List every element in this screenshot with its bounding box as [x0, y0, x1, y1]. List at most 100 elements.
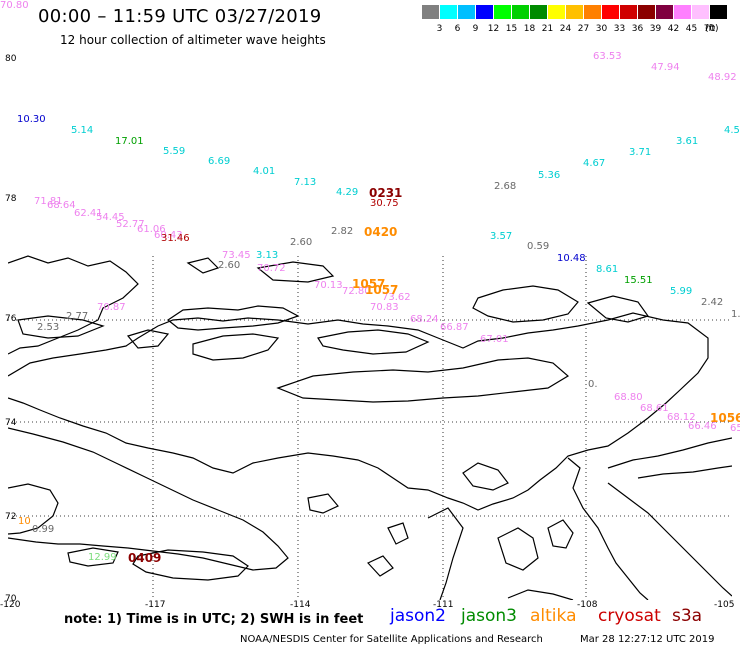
scale-swatch: [422, 5, 439, 19]
legend-jason3: jason3: [461, 606, 517, 626]
map-frame: [8, 58, 732, 600]
legend-cryosat: cryosat: [598, 606, 661, 626]
scale-label: 9: [472, 24, 479, 34]
wave-height-label: 10.48: [557, 253, 586, 264]
scale-swatch: [476, 5, 493, 19]
wave-height-label: 52.77: [116, 219, 145, 230]
wave-height-label: 68.80: [614, 392, 643, 403]
wave-height-label: 68.64: [47, 200, 76, 211]
wave-height-label: 5.99: [670, 286, 693, 297]
legend-jason2: jason2: [390, 606, 446, 626]
scale-swatch: [440, 5, 457, 19]
scale-label: 24: [559, 24, 572, 34]
wave-height-label: 62.41: [74, 208, 103, 219]
lat-label: 74: [5, 418, 17, 428]
lat-label: 70: [5, 594, 17, 604]
wave-height-label: 4.01: [253, 166, 276, 177]
wave-height-label: 10.30: [17, 114, 46, 125]
wave-height-label: 4.5: [724, 125, 740, 136]
wave-height-label: 15.51: [624, 275, 653, 286]
wave-height-label: 5.59: [163, 146, 186, 157]
wave-height-label: 8.61: [596, 264, 619, 275]
scale-swatch: [656, 5, 673, 19]
wave-height-label: 0.99: [32, 524, 55, 535]
wave-height-label: 72.80: [342, 286, 371, 297]
wave-height-label: 54.45: [96, 212, 125, 223]
lon-label: -120: [0, 600, 21, 610]
wave-height-label: 30.75: [370, 198, 399, 209]
lon-label: -111: [433, 600, 454, 610]
scale-label: 45: [685, 24, 698, 34]
wave-height-label: 4.67: [583, 158, 606, 169]
map-subtitle: 12 hour collection of altimeter wave hei…: [60, 33, 326, 47]
wave-height-label: 6.69: [208, 156, 231, 167]
scale-label: 3: [436, 24, 443, 34]
footer-note: note: 1) Time is in UTC; 2) SWH is in fe…: [64, 612, 364, 627]
wave-height-label: 68.12: [667, 412, 696, 423]
scale-label: 15: [505, 24, 518, 34]
wave-height-label: 5.36: [538, 170, 561, 181]
wave-height-label: 60.43: [154, 230, 183, 241]
credit-line: NOAA/NESDIS Center for Satellite Applica…: [240, 634, 543, 645]
wave-height-label: 2.77: [66, 311, 89, 322]
scale-label: 39: [649, 24, 662, 34]
scale-swatch: [584, 5, 601, 19]
pass-time-label: 1057: [365, 283, 399, 297]
wave-height-label: 1.26: [731, 309, 740, 320]
wave-height-label: 7.13: [294, 177, 317, 188]
wave-height-label: 63.53: [593, 51, 622, 62]
scale-label: 33: [613, 24, 626, 34]
lat-label: 76: [5, 314, 17, 324]
pass-time-label: 1057: [352, 277, 386, 291]
graticule: [8, 256, 732, 600]
wave-height-label: 17.01: [115, 136, 144, 147]
legend-s3a: s3a: [672, 606, 703, 626]
wave-height-label: 47.94: [651, 62, 680, 73]
wave-height-label: 5.14: [71, 125, 94, 136]
lon-label: -114: [290, 600, 311, 610]
wave-height-label: 65.38: [730, 423, 740, 434]
wave-height-label: 3.71: [629, 147, 652, 158]
wave-height-label: 70.72: [257, 263, 286, 274]
scale-label: 70: [703, 24, 716, 34]
map-canvas: [8, 58, 732, 600]
scale-label: 21: [541, 24, 554, 34]
legend-altika: altika: [530, 606, 577, 626]
wave-height-label: 2.60: [290, 237, 313, 248]
wave-height-label: 2.82: [331, 226, 354, 237]
wave-height-label: 31.46: [161, 233, 190, 244]
wave-height-label: 0.59: [527, 241, 550, 252]
wave-height-label: 2.53: [37, 322, 60, 333]
wave-height-label: 2.68: [494, 181, 517, 192]
scale-label: 36: [631, 24, 644, 34]
scale-unit: (ft): [705, 24, 719, 34]
lat-label: 72: [5, 512, 17, 522]
wave-height-label: 68.24: [410, 314, 439, 325]
wave-height-label: 66.87: [440, 322, 469, 333]
lon-label: -117: [145, 600, 166, 610]
wave-height-label: 70.13: [314, 280, 343, 291]
pass-time-label: 1056: [710, 411, 740, 425]
pass-time-label: 0231: [369, 186, 403, 200]
wave-height-label: 66.46: [688, 421, 717, 432]
wave-height-label: 3.13: [256, 250, 279, 261]
scale-swatch: [458, 5, 475, 19]
wave-height-label: 4.29: [336, 187, 359, 198]
map-title: 00:00 – 11:59 UTC 03/27/2019: [38, 6, 322, 27]
timestamp: Mar 28 12:27:12 UTC 2019: [580, 634, 715, 645]
scale-swatch: [602, 5, 619, 19]
wave-height-label: 61.06: [137, 224, 166, 235]
scale-label: 12: [487, 24, 500, 34]
scale-swatch: [548, 5, 565, 19]
wave-height-label: 70.83: [370, 302, 399, 313]
wave-height-label: 48.92: [708, 72, 737, 83]
scale-swatch: [710, 5, 727, 19]
scale-swatch: [530, 5, 547, 19]
scale-swatch: [494, 5, 511, 19]
wave-height-label: 73.62: [382, 292, 411, 303]
scale-swatch: [638, 5, 655, 19]
scale-label: 42: [667, 24, 680, 34]
scale-swatch: [512, 5, 529, 19]
wave-height-label: 73.45: [222, 250, 251, 261]
scale-swatch: [692, 5, 709, 19]
